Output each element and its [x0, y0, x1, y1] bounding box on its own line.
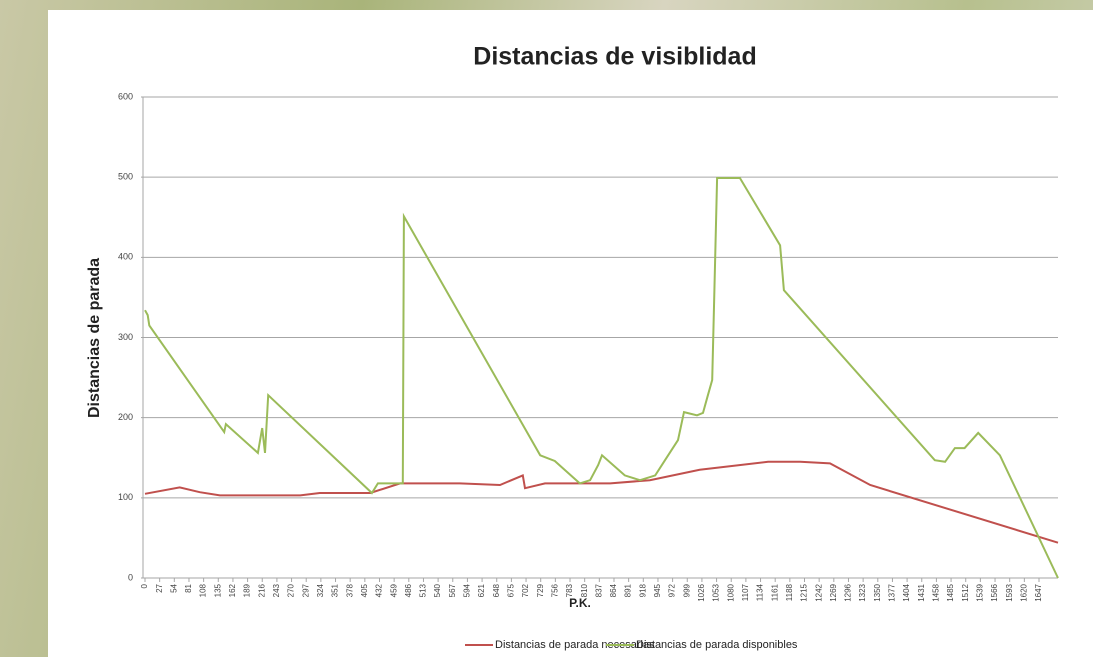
x-tick-label: 999 — [682, 583, 691, 597]
x-tick-label: 540 — [433, 583, 442, 597]
x-tick-label: 162 — [228, 583, 237, 597]
x-tick-label: 1161 — [770, 583, 779, 601]
x-tick-label: 972 — [668, 583, 677, 597]
x-tick-label: 1512 — [961, 583, 970, 601]
x-tick-label: 108 — [199, 583, 208, 597]
x-tick-label: 1188 — [785, 583, 794, 601]
y-tick-label: 200 — [118, 412, 133, 422]
x-tick-label: 1026 — [697, 583, 706, 601]
x-tick-label: 54 — [169, 583, 178, 592]
x-tick-label: 675 — [507, 583, 516, 597]
x-tick-label: 1350 — [873, 583, 882, 601]
chart: Distancias de visiblidad Distancias de p… — [0, 0, 1093, 657]
x-tick-label: 1404 — [902, 583, 911, 601]
x-tick-label: 486 — [404, 583, 413, 597]
x-tick-label: 594 — [463, 583, 472, 597]
chart-title: Distancias de visiblidad — [473, 43, 756, 71]
x-tick-label: 378 — [345, 583, 354, 597]
y-tick-label: 400 — [118, 252, 133, 262]
y-axis-title: Distancias de parada — [86, 258, 103, 418]
x-tick-label: 81 — [184, 583, 193, 592]
x-tick-label: 270 — [287, 583, 296, 597]
x-tick-label: 513 — [419, 583, 428, 597]
chart-panel — [48, 10, 1093, 657]
x-tick-label: 351 — [331, 583, 340, 597]
x-tick-label: 1269 — [829, 583, 838, 601]
x-tick-label: 405 — [360, 583, 369, 597]
x-tick-label: 1593 — [1005, 583, 1014, 601]
x-tick-label: 1566 — [990, 583, 999, 601]
x-tick-label: 243 — [272, 583, 281, 597]
y-tick-label: 600 — [118, 91, 133, 101]
x-tick-label: 459 — [389, 583, 398, 597]
x-tick-label: 918 — [638, 583, 647, 597]
x-tick-label: 216 — [257, 583, 266, 597]
x-tick-label: 945 — [653, 583, 662, 597]
x-tick-label: 1458 — [932, 583, 941, 601]
x-tick-label: 1134 — [756, 583, 765, 601]
x-tick-label: 783 — [565, 583, 574, 597]
x-tick-label: 729 — [536, 583, 545, 597]
x-tick-label: 702 — [521, 583, 530, 597]
x-tick-label: 1377 — [888, 583, 897, 601]
x-tick-label: 1620 — [1019, 583, 1028, 601]
y-tick-label: 100 — [118, 492, 133, 502]
x-tick-label: 324 — [316, 583, 325, 597]
x-tick-label: 1647 — [1034, 583, 1043, 601]
x-tick-label: 648 — [492, 583, 501, 597]
x-tick-label: 1107 — [741, 583, 750, 601]
x-tick-label: 1431 — [917, 583, 926, 601]
x-tick-label: 1080 — [726, 583, 735, 601]
x-tick-label: 1485 — [946, 583, 955, 601]
legend-label: Distancias de parada disponibles — [636, 639, 798, 651]
x-tick-label: 432 — [375, 583, 384, 597]
x-tick-label: 1053 — [712, 583, 721, 601]
y-tick-label: 500 — [118, 172, 133, 182]
x-tick-label: 27 — [155, 583, 164, 592]
x-tick-label: 0 — [140, 583, 149, 588]
x-tick-label: 891 — [624, 583, 633, 597]
x-tick-label: 1539 — [975, 583, 984, 601]
x-tick-label: 1296 — [844, 583, 853, 601]
y-tick-label: 300 — [118, 332, 133, 342]
x-tick-label: 135 — [213, 583, 222, 597]
x-tick-label: 756 — [550, 583, 559, 597]
x-tick-label: 567 — [448, 583, 457, 597]
x-tick-label: 621 — [477, 583, 486, 597]
x-tick-label: 189 — [243, 583, 252, 597]
x-tick-label: 1215 — [800, 583, 809, 601]
x-tick-label: 864 — [609, 583, 618, 597]
x-tick-label: 1323 — [858, 583, 867, 601]
x-tick-label: 837 — [594, 583, 603, 597]
x-tick-label: 1242 — [814, 583, 823, 601]
y-tick-label: 0 — [128, 572, 133, 582]
x-tick-label: 810 — [580, 583, 589, 597]
page: {"chart_data": {"type": "line", "title":… — [0, 0, 1093, 657]
x-tick-label: 297 — [301, 583, 310, 597]
